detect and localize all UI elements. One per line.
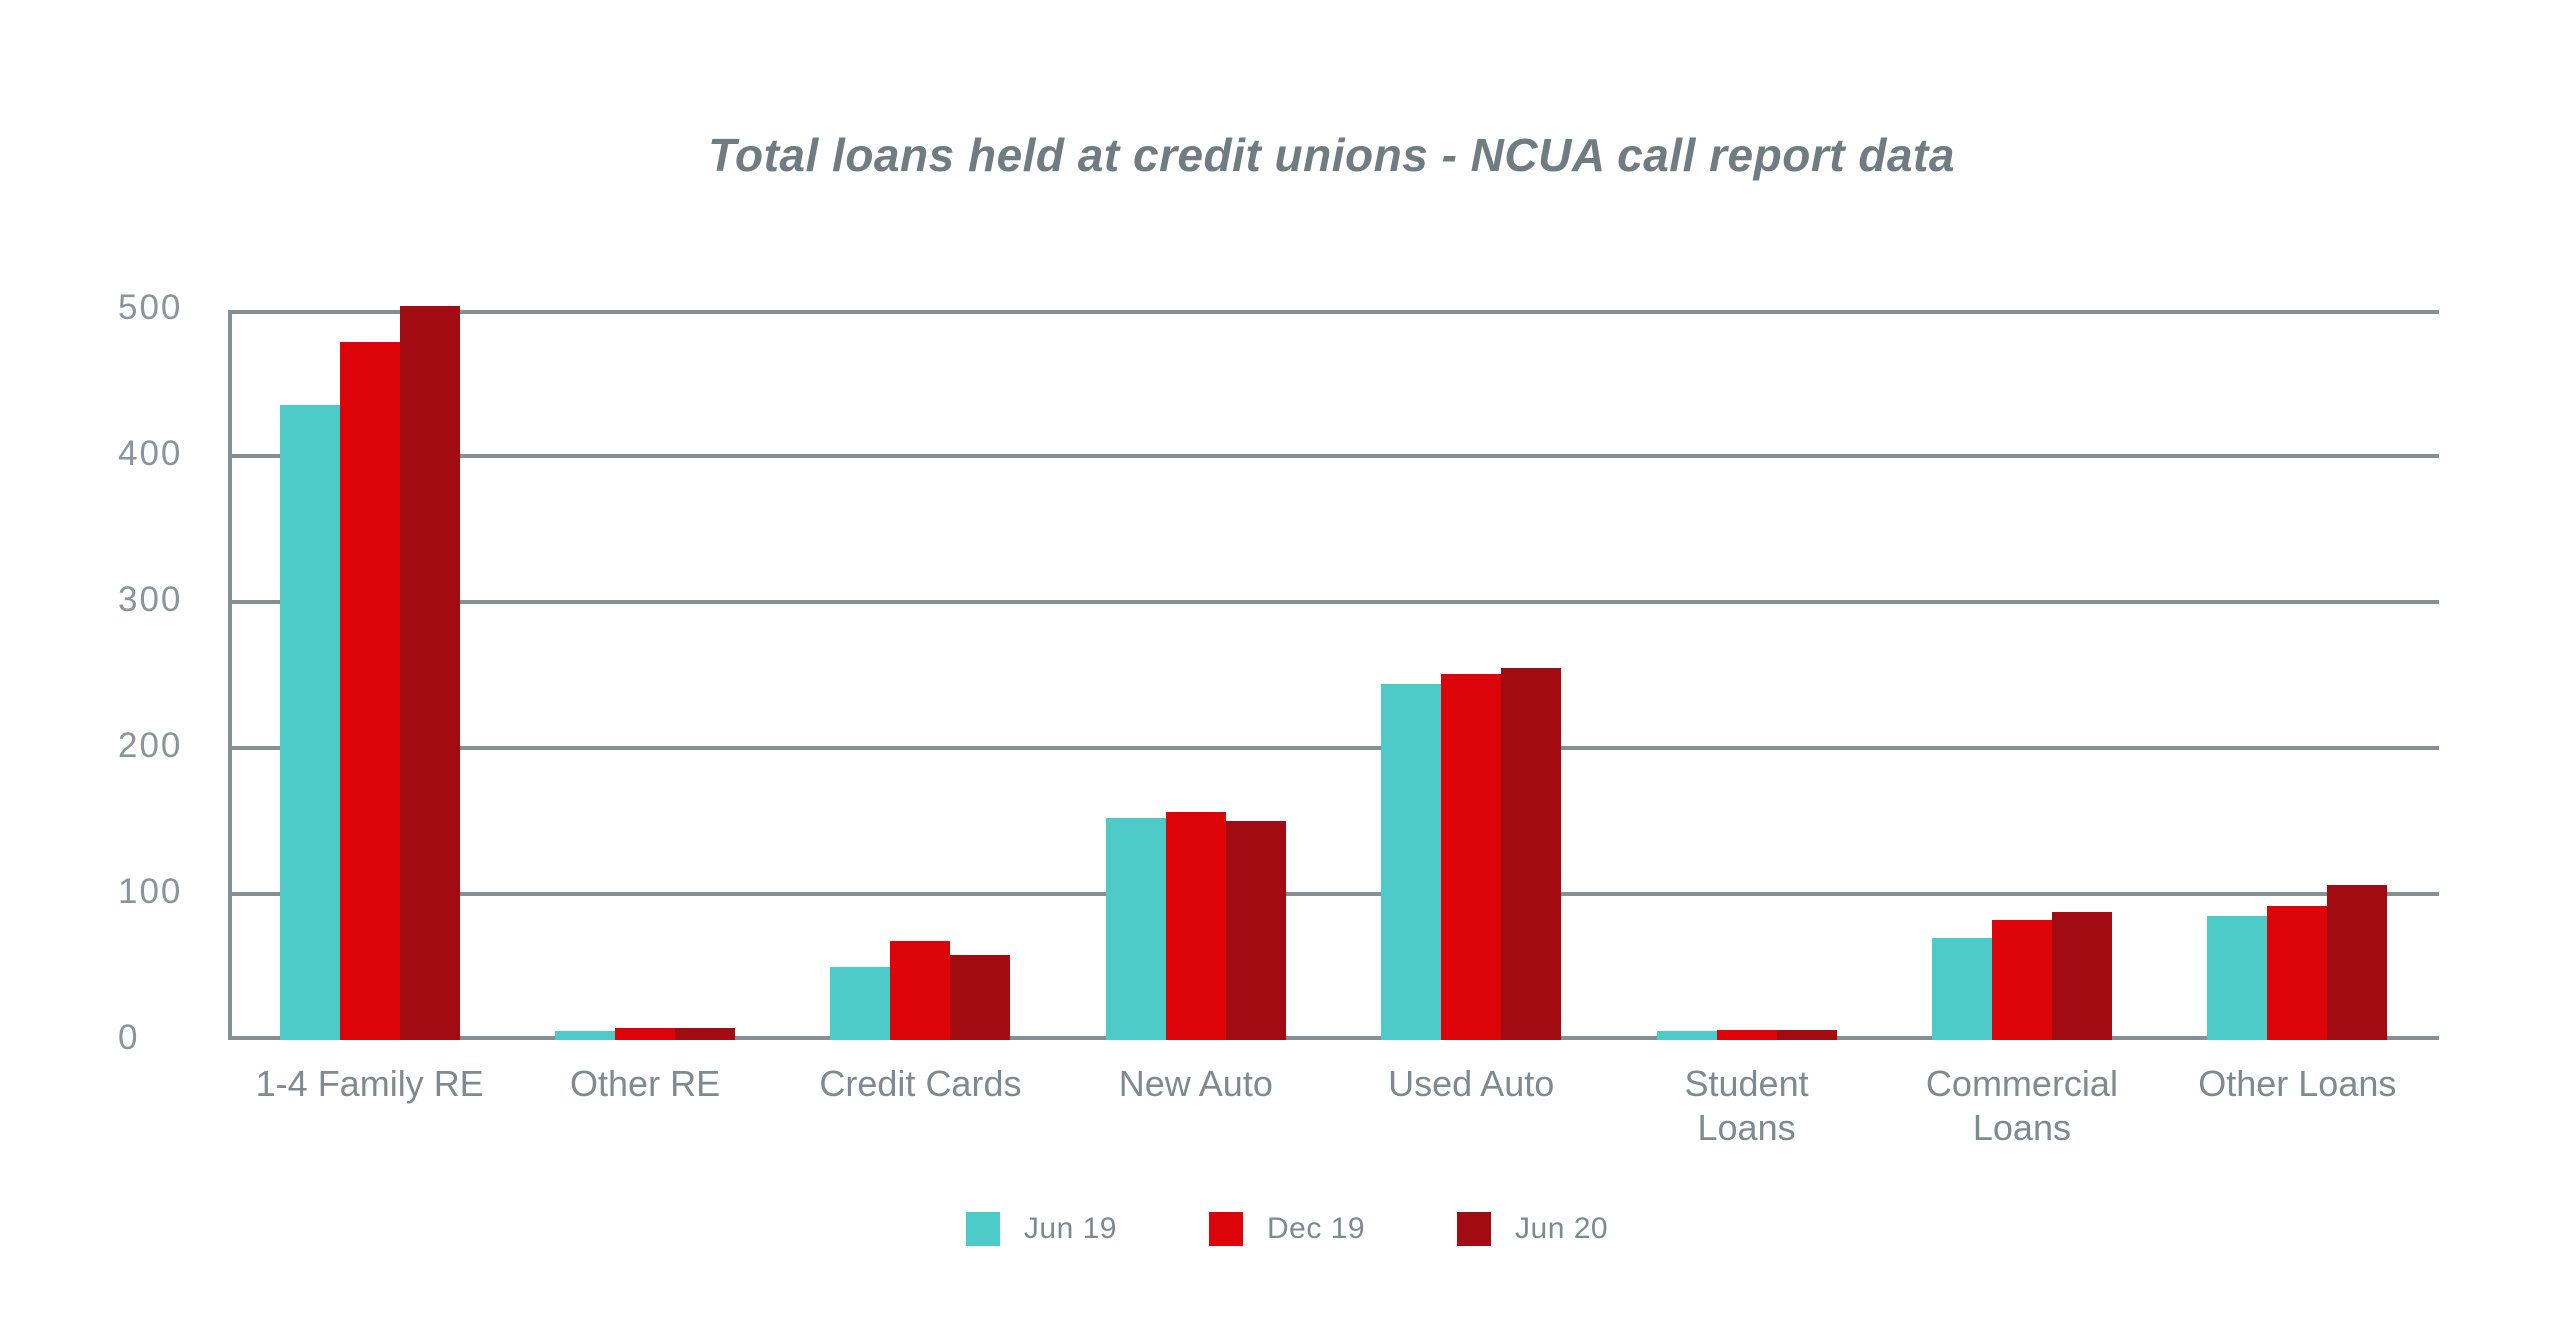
bar-jun20-group3 xyxy=(950,955,1011,1040)
gridline-400 xyxy=(232,454,2439,458)
legend-label: Dec 19 xyxy=(1266,1212,1366,1245)
bar-dec19-group6 xyxy=(1716,1030,1777,1040)
bar-dec19-group1 xyxy=(339,342,400,1040)
legend-item-jun20: Jun 20 xyxy=(1457,1212,1608,1246)
gridline-0 xyxy=(232,1036,2439,1040)
x-label-8: Other Loans xyxy=(2198,1063,2397,1104)
bar-jun20-group4 xyxy=(1225,821,1286,1040)
bar-dec19-group7 xyxy=(1991,920,2052,1040)
legend-swatch-icon xyxy=(965,1212,1000,1246)
bar-group-6 xyxy=(1609,310,1884,1040)
legend: Jun 19 Dec 19 Jun 20 xyxy=(0,1212,2574,1246)
bar-group-4 xyxy=(1058,310,1333,1040)
x-label-1: 1-4 Family RE xyxy=(255,1063,484,1104)
bar-jun20-group2 xyxy=(675,1028,736,1040)
bar-jun19-group1 xyxy=(279,405,340,1040)
legend-swatch-icon xyxy=(1208,1212,1243,1246)
y-tick-label-200: 200 xyxy=(118,726,183,765)
bar-group-7 xyxy=(1884,310,2159,1040)
bar-dec19-group4 xyxy=(1165,812,1226,1040)
bar-dec19-group3 xyxy=(890,941,951,1040)
bar-jun19-group8 xyxy=(2207,916,2268,1040)
bar-jun20-group8 xyxy=(2327,885,2388,1040)
bar-jun20-group6 xyxy=(1776,1030,1837,1040)
y-tick-label-300: 300 xyxy=(118,580,183,619)
bar-row xyxy=(830,941,1011,1040)
y-tick-label-500: 500 xyxy=(118,288,183,327)
x-label-6: Student Loans xyxy=(1684,1063,1809,1148)
bar-jun19-group4 xyxy=(1105,818,1166,1040)
y-tick-label-100: 100 xyxy=(118,872,183,911)
chart-title: Total loans held at credit unions - NCUA… xyxy=(708,129,1955,181)
bar-group-1 xyxy=(232,306,507,1040)
bar-group-2 xyxy=(507,310,782,1040)
bar-groups xyxy=(232,306,2435,1040)
x-label-2: Other RE xyxy=(570,1063,721,1104)
bar-row xyxy=(1381,668,1562,1040)
bar-group-8 xyxy=(2160,310,2435,1040)
bar-dec19-group5 xyxy=(1441,674,1502,1040)
bar-row xyxy=(1656,1030,1837,1040)
bar-jun20-group7 xyxy=(2051,912,2112,1040)
bar-row xyxy=(1931,912,2112,1040)
gridline-200 xyxy=(232,746,2439,750)
legend-swatch-icon xyxy=(1457,1212,1492,1246)
bar-jun20-group1 xyxy=(399,306,460,1040)
y-tick-label-400: 400 xyxy=(118,434,183,473)
bar-row xyxy=(2207,885,2388,1040)
bar-jun19-group6 xyxy=(1656,1031,1717,1040)
legend-item-dec19: Dec 19 xyxy=(1208,1212,1366,1246)
bar-row xyxy=(1105,812,1286,1040)
gridline-500 xyxy=(232,310,2439,314)
gridline-300 xyxy=(232,600,2439,604)
bar-jun20-group5 xyxy=(1501,668,1562,1040)
x-label-3: Credit Cards xyxy=(819,1063,1022,1104)
bar-dec19-group2 xyxy=(615,1028,676,1040)
bar-group-3 xyxy=(783,310,1058,1040)
bar-jun19-group2 xyxy=(555,1031,616,1040)
bar-group-5 xyxy=(1334,310,1609,1040)
bar-row xyxy=(555,1028,736,1040)
bar-jun19-group3 xyxy=(830,967,891,1040)
legend-label: Jun 19 xyxy=(1023,1212,1117,1245)
legend-item-jun19: Jun 19 xyxy=(965,1212,1117,1246)
bar-jun19-group7 xyxy=(1931,938,1992,1040)
x-label-4: New Auto xyxy=(1118,1063,1273,1104)
x-label-5: Used Auto xyxy=(1388,1063,1555,1104)
bar-jun19-group5 xyxy=(1381,684,1442,1040)
plot-area xyxy=(228,310,2439,1040)
legend-label: Jun 20 xyxy=(1515,1212,1609,1245)
y-tick-label-0: 0 xyxy=(118,1018,140,1057)
x-label-7: Commercial Loans xyxy=(1925,1063,2118,1148)
x-axis-category-labels: 1-4 Family RE Other RE Credit Cards New Aut… xyxy=(232,1062,2435,1150)
bar-row xyxy=(279,306,460,1040)
bar-dec19-group8 xyxy=(2267,906,2328,1040)
gridline-100 xyxy=(232,892,2439,896)
